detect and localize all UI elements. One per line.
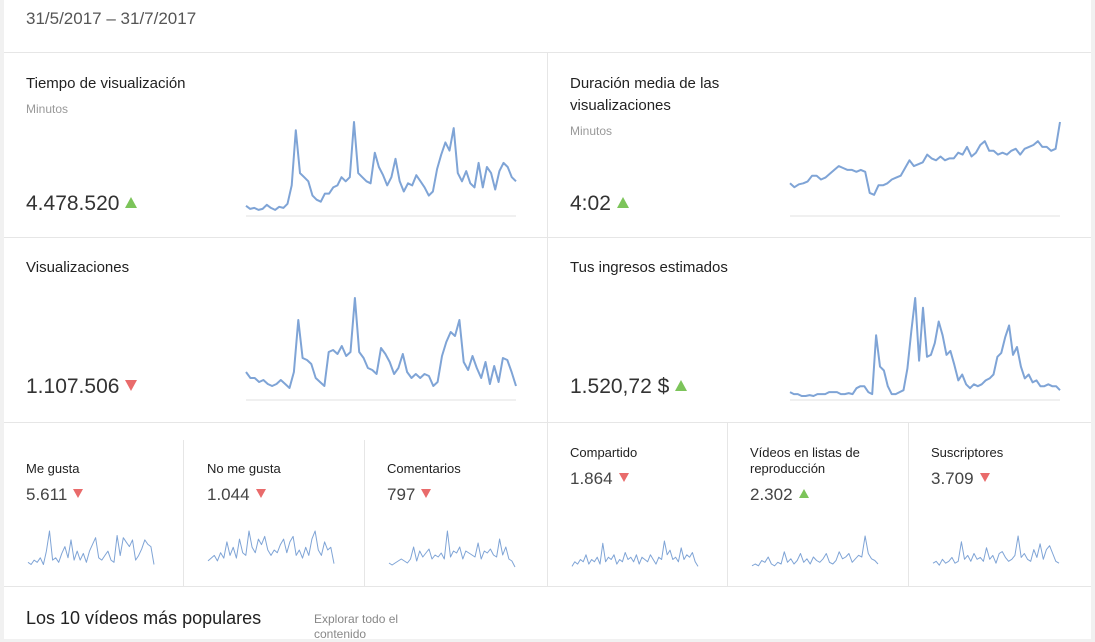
divider	[908, 423, 909, 586]
metric-value: 3.709	[931, 469, 990, 489]
metric-title: Me gusta	[26, 461, 80, 476]
sparkline-path	[388, 530, 516, 568]
metric-value: 1.044	[207, 485, 266, 505]
arrow-down-icon	[125, 379, 138, 391]
arrow-up-icon	[616, 196, 629, 208]
sparkline-path	[751, 535, 879, 567]
arrow-down-icon	[73, 489, 84, 499]
arrow-down-icon	[618, 473, 629, 483]
top-videos-heading: Los 10 vídeos más populares	[26, 608, 262, 628]
metric-unit: Minutos	[570, 124, 613, 138]
arrow-down-icon	[421, 489, 432, 499]
metric-unit: Minutos	[26, 102, 69, 116]
divider	[4, 586, 1091, 587]
divider	[4, 237, 1091, 238]
metric-value-text: 1.044	[207, 485, 250, 504]
arrow-down-icon	[979, 473, 990, 483]
explore-all-content-link[interactable]: Explorar todo el contenido	[314, 612, 399, 641]
arrow-up-icon	[675, 379, 688, 391]
metric-value: 1.107.506	[26, 375, 138, 399]
sparkline-path	[245, 297, 517, 389]
sparkline-watch-time	[245, 121, 517, 217]
arrow-down-icon	[255, 489, 266, 499]
divider	[364, 440, 365, 586]
sparkline-path	[932, 535, 1060, 566]
analytics-summary-card: 31/5/2017 – 31/7/2017 Tiempo de visualiz…	[4, 0, 1091, 641]
divider	[727, 423, 728, 586]
metric-title: No me gusta	[207, 461, 281, 476]
sparkline-dislikes	[207, 530, 335, 564]
sparkline-likes	[27, 530, 155, 565]
metric-value: 1.864	[570, 469, 629, 489]
metric-value: 2.302	[750, 485, 809, 505]
sparkline-estimated-revenue	[789, 297, 1061, 401]
metric-value-text: 1.520,72 $	[570, 375, 670, 398]
sparkline-subscribers	[932, 535, 1060, 566]
metric-value-text: 4.478.520	[26, 192, 120, 215]
metric-title: Comentarios	[387, 461, 461, 476]
metric-title: Duración media de las visualizaciones	[570, 75, 720, 114]
sparkline-path	[207, 530, 335, 564]
divider	[4, 52, 1091, 53]
sparkline-views	[245, 297, 517, 401]
metric-value-text: 2.302	[750, 485, 793, 504]
arrow-up-icon	[125, 196, 138, 208]
divider	[4, 422, 1091, 423]
metric-title: Vídeos en listas de reproducción	[750, 445, 860, 476]
metric-value: 4.478.520	[26, 192, 138, 216]
sparkline-average-view-duration	[789, 121, 1061, 217]
metric-value-text: 1.864	[570, 469, 613, 488]
metric-title: Suscriptores	[931, 445, 1004, 460]
metric-title: Visualizaciones	[26, 259, 130, 276]
metric-value-text: 3.709	[931, 469, 974, 488]
sparkline-path	[789, 297, 1061, 397]
metric-value-text: 4:02	[570, 192, 611, 215]
sparkline-path	[789, 121, 1061, 196]
metric-title: Tus ingresos estimados	[570, 259, 728, 276]
metric-title: Compartido	[570, 445, 638, 460]
metric-value: 5.611	[26, 485, 84, 505]
metric-value: 4:02	[570, 192, 629, 216]
divider	[547, 53, 548, 586]
date-range-label[interactable]: 31/5/2017 – 31/7/2017	[26, 9, 197, 28]
sparkline-comments	[388, 530, 516, 568]
divider	[183, 440, 184, 586]
metric-value-text: 5.611	[26, 485, 68, 504]
metric-value-text: 797	[387, 485, 416, 504]
metric-value-text: 1.107.506	[26, 375, 120, 398]
metric-value: 1.520,72 $	[570, 375, 688, 399]
arrow-up-icon	[798, 489, 809, 499]
sparkline-path	[571, 540, 699, 567]
metric-value: 797	[387, 485, 432, 505]
sparkline-path	[27, 530, 155, 565]
sparkline-path	[245, 121, 517, 211]
sparkline-playlist-adds	[751, 535, 879, 567]
sparkline-shares	[571, 540, 699, 567]
metric-title: Tiempo de visualización	[26, 75, 186, 92]
